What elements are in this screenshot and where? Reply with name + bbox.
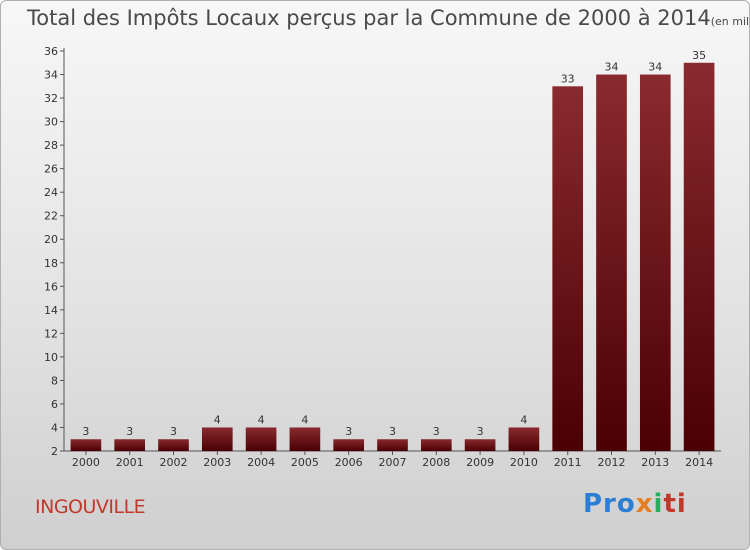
x-tick-label: 2004	[247, 456, 275, 469]
bar-value-label: 3	[389, 425, 396, 438]
commune-name: INGOUVILLE	[35, 496, 146, 518]
x-tick-label: 2011	[554, 456, 582, 469]
bar	[377, 439, 408, 451]
y-tick-label: 32	[44, 92, 58, 105]
bar-value-label: 4	[301, 413, 308, 426]
x-tick-label: 2008	[422, 456, 450, 469]
logo-part-4: ti	[663, 489, 687, 519]
x-tick-label: 2007	[379, 456, 407, 469]
y-tick-label: 16	[44, 280, 58, 293]
logo-part-1: Pro	[583, 489, 636, 519]
y-tick-label: 28	[44, 139, 58, 152]
x-tick-label: 2003	[203, 456, 231, 469]
bar	[158, 439, 189, 451]
bar	[201, 427, 233, 451]
y-tick-label: 18	[44, 257, 58, 270]
y-tick-label: 14	[44, 304, 58, 317]
bar-value-label: 34	[648, 61, 662, 74]
x-tick-label: 2005	[291, 456, 319, 469]
logo-part-3: i	[653, 489, 664, 519]
y-tick-label: 24	[44, 186, 58, 199]
bar-value-label: 3	[126, 425, 133, 438]
y-tick-label: 26	[44, 163, 58, 176]
bar	[70, 439, 102, 451]
bar	[552, 86, 584, 451]
x-tick-label: 2002	[160, 456, 188, 469]
bar-value-label: 34	[605, 61, 619, 74]
bar-value-label: 3	[477, 425, 484, 438]
bar	[289, 427, 321, 451]
x-tick-label: 2006	[335, 456, 363, 469]
y-tick-label: 20	[44, 233, 58, 246]
x-tick-label: 2013	[641, 456, 669, 469]
bar	[508, 427, 540, 451]
bar-value-label: 4	[520, 413, 527, 426]
x-tick-label: 2014	[685, 456, 713, 469]
y-tick-label: 12	[44, 327, 58, 340]
x-tick-label: 2001	[116, 456, 144, 469]
x-tick-label: 2012	[598, 456, 626, 469]
x-tick-label: 2009	[466, 456, 494, 469]
x-tick-label: 2010	[510, 456, 538, 469]
y-tick-label: 6	[51, 398, 58, 411]
y-tick-label: 34	[44, 69, 58, 82]
y-tick-label: 8	[51, 374, 58, 387]
y-tick-label: 22	[44, 210, 58, 223]
bar-value-label: 33	[561, 72, 575, 85]
bar	[639, 74, 671, 451]
bar-value-label: 3	[345, 425, 352, 438]
bar-value-label: 3	[170, 425, 177, 438]
chart-title-text: Total des Impôts Locaux perçus par la Co…	[27, 6, 711, 30]
chart-title: Total des Impôts Locaux perçus par la Co…	[27, 6, 750, 30]
bar	[333, 439, 365, 451]
logo-part-2: x	[635, 489, 654, 519]
bar-value-label: 4	[258, 413, 265, 426]
bar	[683, 62, 715, 451]
unit-label: (en milliers d'€)	[710, 15, 750, 28]
bar	[596, 74, 627, 451]
bar-value-label: 4	[214, 413, 221, 426]
bar-value-label: 3	[433, 425, 440, 438]
bar	[420, 439, 452, 451]
y-tick-label: 36	[44, 45, 58, 58]
bar	[245, 427, 277, 451]
bar-value-label: 3	[82, 425, 89, 438]
bar	[114, 439, 146, 451]
bar	[464, 439, 496, 451]
y-tick-label: 4	[51, 421, 58, 434]
y-tick-label: 30	[44, 116, 58, 129]
y-tick-label: 2	[51, 445, 58, 458]
x-tick-label: 2000	[72, 456, 100, 469]
proxiti-logo: Proxiti	[583, 489, 687, 519]
bar-value-label: 35	[692, 49, 706, 62]
y-tick-label: 10	[44, 351, 58, 364]
